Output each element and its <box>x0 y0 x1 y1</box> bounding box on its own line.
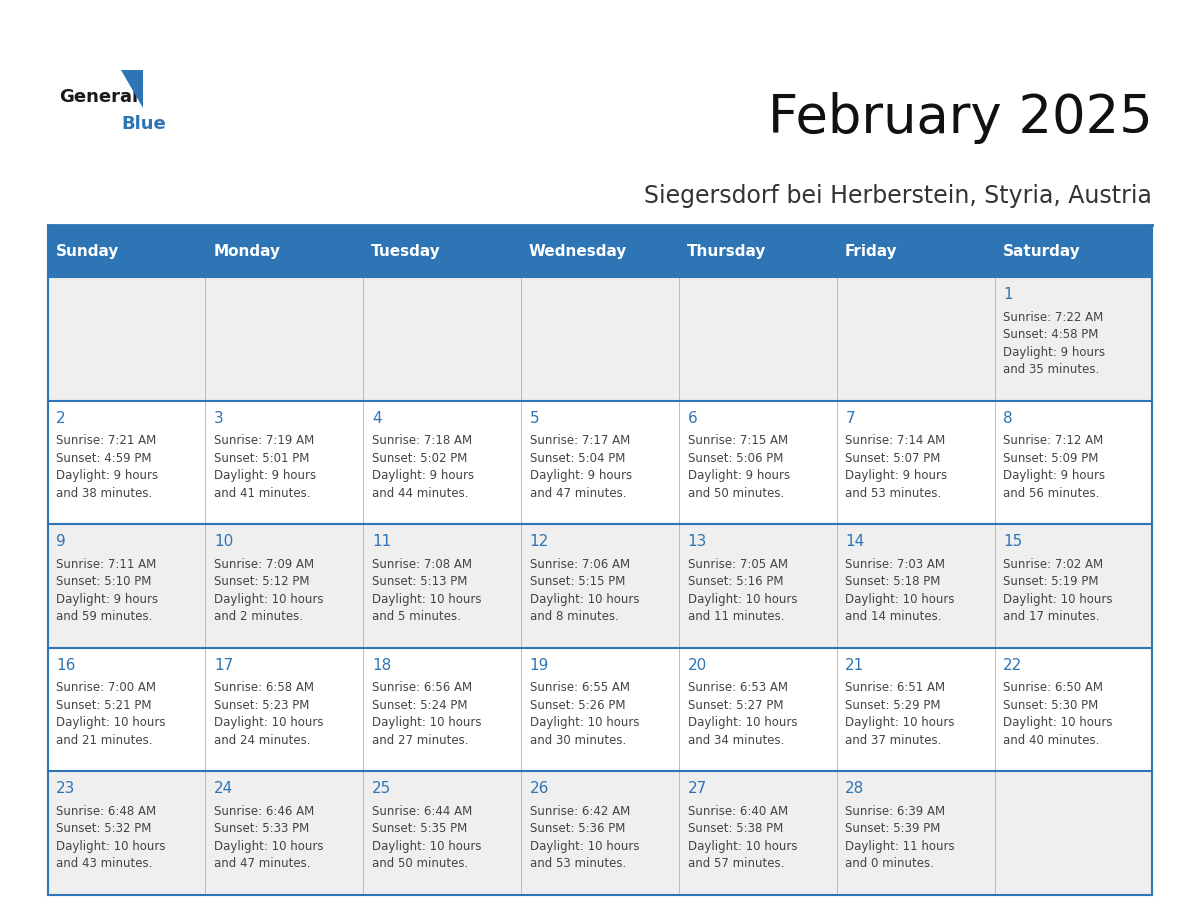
Text: Sunrise: 7:15 AM
Sunset: 5:06 PM
Daylight: 9 hours
and 50 minutes.: Sunrise: 7:15 AM Sunset: 5:06 PM Dayligh… <box>688 434 790 499</box>
Text: Sunrise: 7:14 AM
Sunset: 5:07 PM
Daylight: 9 hours
and 53 minutes.: Sunrise: 7:14 AM Sunset: 5:07 PM Dayligh… <box>846 434 948 499</box>
Text: Sunrise: 7:02 AM
Sunset: 5:19 PM
Daylight: 10 hours
and 17 minutes.: Sunrise: 7:02 AM Sunset: 5:19 PM Dayligh… <box>1003 558 1113 623</box>
Text: 13: 13 <box>688 534 707 549</box>
Text: February 2025: February 2025 <box>767 92 1152 144</box>
Text: Sunrise: 7:03 AM
Sunset: 5:18 PM
Daylight: 10 hours
and 14 minutes.: Sunrise: 7:03 AM Sunset: 5:18 PM Dayligh… <box>846 558 955 623</box>
Text: Sunrise: 6:42 AM
Sunset: 5:36 PM
Daylight: 10 hours
and 53 minutes.: Sunrise: 6:42 AM Sunset: 5:36 PM Dayligh… <box>530 805 639 870</box>
Bar <box>836 225 994 277</box>
Text: 18: 18 <box>372 658 391 673</box>
Text: Siegersdorf bei Herberstein, Styria, Austria: Siegersdorf bei Herberstein, Styria, Aus… <box>644 184 1152 207</box>
Text: Sunrise: 6:48 AM
Sunset: 5:32 PM
Daylight: 10 hours
and 43 minutes.: Sunrise: 6:48 AM Sunset: 5:32 PM Dayligh… <box>56 805 165 870</box>
Text: Blue: Blue <box>121 115 166 133</box>
Text: 6: 6 <box>688 410 697 426</box>
Text: 5: 5 <box>530 410 539 426</box>
Bar <box>522 225 678 277</box>
Text: Sunrise: 6:39 AM
Sunset: 5:39 PM
Daylight: 11 hours
and 0 minutes.: Sunrise: 6:39 AM Sunset: 5:39 PM Dayligh… <box>846 805 955 870</box>
Text: Sunrise: 6:50 AM
Sunset: 5:30 PM
Daylight: 10 hours
and 40 minutes.: Sunrise: 6:50 AM Sunset: 5:30 PM Dayligh… <box>1003 681 1113 746</box>
Text: 4: 4 <box>372 410 381 426</box>
Text: Sunrise: 6:55 AM
Sunset: 5:26 PM
Daylight: 10 hours
and 30 minutes.: Sunrise: 6:55 AM Sunset: 5:26 PM Dayligh… <box>530 681 639 746</box>
Bar <box>48 771 1152 895</box>
Bar <box>364 225 522 277</box>
Text: Sunrise: 6:53 AM
Sunset: 5:27 PM
Daylight: 10 hours
and 34 minutes.: Sunrise: 6:53 AM Sunset: 5:27 PM Dayligh… <box>688 681 797 746</box>
Bar <box>48 277 1152 401</box>
Text: 11: 11 <box>372 534 391 549</box>
Text: 14: 14 <box>846 534 865 549</box>
Bar <box>678 225 836 277</box>
Text: 12: 12 <box>530 534 549 549</box>
Text: Sunrise: 6:46 AM
Sunset: 5:33 PM
Daylight: 10 hours
and 47 minutes.: Sunrise: 6:46 AM Sunset: 5:33 PM Dayligh… <box>214 805 323 870</box>
Text: 2: 2 <box>56 410 65 426</box>
Text: General: General <box>59 87 139 106</box>
Text: Sunday: Sunday <box>56 243 119 259</box>
Text: Sunrise: 6:51 AM
Sunset: 5:29 PM
Daylight: 10 hours
and 37 minutes.: Sunrise: 6:51 AM Sunset: 5:29 PM Dayligh… <box>846 681 955 746</box>
Text: Sunrise: 7:05 AM
Sunset: 5:16 PM
Daylight: 10 hours
and 11 minutes.: Sunrise: 7:05 AM Sunset: 5:16 PM Dayligh… <box>688 558 797 623</box>
Text: 23: 23 <box>56 781 76 797</box>
Text: 25: 25 <box>372 781 391 797</box>
Text: 1: 1 <box>1003 287 1013 302</box>
Bar <box>48 401 1152 524</box>
Text: 24: 24 <box>214 781 233 797</box>
Text: Thursday: Thursday <box>687 243 766 259</box>
Text: 26: 26 <box>530 781 549 797</box>
Bar <box>48 524 1152 648</box>
Text: 22: 22 <box>1003 658 1023 673</box>
Text: 8: 8 <box>1003 410 1013 426</box>
Text: 7: 7 <box>846 410 855 426</box>
Bar <box>206 225 364 277</box>
Text: 17: 17 <box>214 658 233 673</box>
Text: 10: 10 <box>214 534 233 549</box>
Text: 28: 28 <box>846 781 865 797</box>
Text: Sunrise: 7:17 AM
Sunset: 5:04 PM
Daylight: 9 hours
and 47 minutes.: Sunrise: 7:17 AM Sunset: 5:04 PM Dayligh… <box>530 434 632 499</box>
Text: Tuesday: Tuesday <box>371 243 441 259</box>
Text: Sunrise: 7:22 AM
Sunset: 4:58 PM
Daylight: 9 hours
and 35 minutes.: Sunrise: 7:22 AM Sunset: 4:58 PM Dayligh… <box>1003 310 1105 376</box>
Bar <box>48 648 1152 771</box>
Text: 27: 27 <box>688 781 707 797</box>
Text: Friday: Friday <box>845 243 897 259</box>
Text: Sunrise: 7:06 AM
Sunset: 5:15 PM
Daylight: 10 hours
and 8 minutes.: Sunrise: 7:06 AM Sunset: 5:15 PM Dayligh… <box>530 558 639 623</box>
Bar <box>48 225 206 277</box>
Polygon shape <box>121 70 144 107</box>
Text: 9: 9 <box>56 534 67 549</box>
Text: 19: 19 <box>530 658 549 673</box>
Text: Saturday: Saturday <box>1003 243 1080 259</box>
Text: 21: 21 <box>846 658 865 673</box>
Text: Wednesday: Wednesday <box>529 243 627 259</box>
Text: Sunrise: 7:12 AM
Sunset: 5:09 PM
Daylight: 9 hours
and 56 minutes.: Sunrise: 7:12 AM Sunset: 5:09 PM Dayligh… <box>1003 434 1105 499</box>
Text: 3: 3 <box>214 410 223 426</box>
Text: Sunrise: 7:19 AM
Sunset: 5:01 PM
Daylight: 9 hours
and 41 minutes.: Sunrise: 7:19 AM Sunset: 5:01 PM Dayligh… <box>214 434 316 499</box>
Text: 15: 15 <box>1003 534 1023 549</box>
Text: Sunrise: 7:18 AM
Sunset: 5:02 PM
Daylight: 9 hours
and 44 minutes.: Sunrise: 7:18 AM Sunset: 5:02 PM Dayligh… <box>372 434 474 499</box>
Text: Sunrise: 6:44 AM
Sunset: 5:35 PM
Daylight: 10 hours
and 50 minutes.: Sunrise: 6:44 AM Sunset: 5:35 PM Dayligh… <box>372 805 481 870</box>
Text: 16: 16 <box>56 658 76 673</box>
Text: Sunrise: 7:08 AM
Sunset: 5:13 PM
Daylight: 10 hours
and 5 minutes.: Sunrise: 7:08 AM Sunset: 5:13 PM Dayligh… <box>372 558 481 623</box>
Text: Sunrise: 6:40 AM
Sunset: 5:38 PM
Daylight: 10 hours
and 57 minutes.: Sunrise: 6:40 AM Sunset: 5:38 PM Dayligh… <box>688 805 797 870</box>
Text: Monday: Monday <box>213 243 280 259</box>
Bar <box>994 225 1152 277</box>
Text: Sunrise: 6:56 AM
Sunset: 5:24 PM
Daylight: 10 hours
and 27 minutes.: Sunrise: 6:56 AM Sunset: 5:24 PM Dayligh… <box>372 681 481 746</box>
Text: Sunrise: 7:09 AM
Sunset: 5:12 PM
Daylight: 10 hours
and 2 minutes.: Sunrise: 7:09 AM Sunset: 5:12 PM Dayligh… <box>214 558 323 623</box>
Text: Sunrise: 6:58 AM
Sunset: 5:23 PM
Daylight: 10 hours
and 24 minutes.: Sunrise: 6:58 AM Sunset: 5:23 PM Dayligh… <box>214 681 323 746</box>
Text: Sunrise: 7:00 AM
Sunset: 5:21 PM
Daylight: 10 hours
and 21 minutes.: Sunrise: 7:00 AM Sunset: 5:21 PM Dayligh… <box>56 681 165 746</box>
Text: 20: 20 <box>688 658 707 673</box>
Text: Sunrise: 7:11 AM
Sunset: 5:10 PM
Daylight: 9 hours
and 59 minutes.: Sunrise: 7:11 AM Sunset: 5:10 PM Dayligh… <box>56 558 158 623</box>
Text: Sunrise: 7:21 AM
Sunset: 4:59 PM
Daylight: 9 hours
and 38 minutes.: Sunrise: 7:21 AM Sunset: 4:59 PM Dayligh… <box>56 434 158 499</box>
